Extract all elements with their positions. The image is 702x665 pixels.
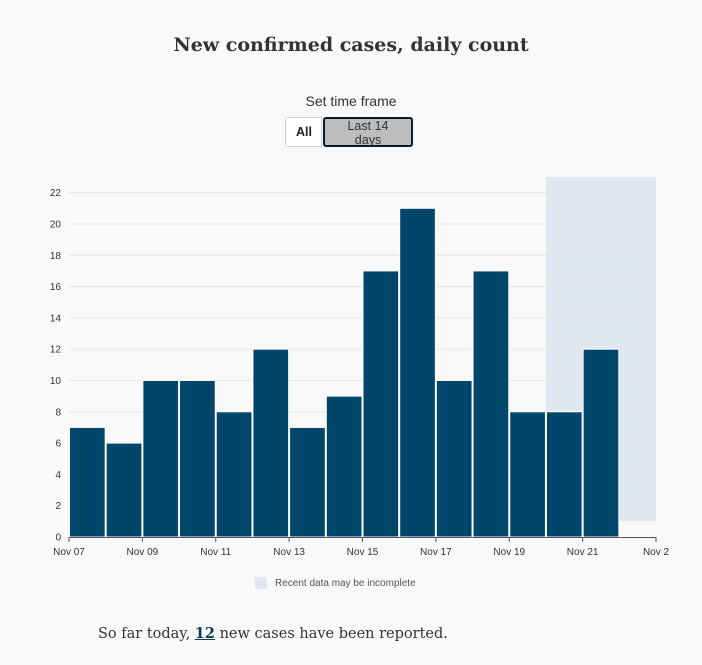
bar [545,411,583,538]
daily-cases-chart: 0 2 4 6 8 10 12 14 16 18 20 22 Nov 07 Nov 09 Nov 11 Nov… [50,177,670,558]
today-summary-suffix: new cases have been reported. [214,626,448,642]
bar [142,379,180,538]
x-tick-label: Nov 21 [567,547,599,558]
legend-label-incomplete: Recent data may be incomplete [275,577,416,589]
y-tick-label: 10 [50,376,62,387]
today-count-link[interactable]: 12 [194,625,215,642]
timeframe-label: Set time frame [305,93,397,109]
y-tick-label: 16 [50,282,62,293]
chart-legend: Recent data may be incomplete [255,577,416,589]
y-tick-label: 8 [55,407,61,418]
today-summary-prefix: So far today, [98,626,195,642]
today-summary: So far today, 12 new cases have been rep… [98,625,448,642]
bar [362,270,400,538]
y-tick-label: 12 [50,345,62,356]
y-tick-label: 0 [55,533,61,544]
timeframe-toggle: All Last 14 days [285,117,413,147]
bar [435,379,473,538]
timeframe-last-14-days-button[interactable]: Last 14 days [323,117,413,147]
y-tick-label: 6 [55,439,61,450]
bar [215,411,253,538]
x-tick-label: Nov 19 [493,547,525,558]
bar [472,270,510,538]
legend-swatch-incomplete [255,577,267,589]
x-tick-label: Nov 2 [643,547,670,558]
x-tick-label: Nov 09 [127,547,159,558]
bar [509,411,546,538]
bar [179,379,216,538]
bar [325,395,363,538]
bar [289,426,326,538]
x-tick-label: Nov 07 [53,547,85,558]
y-tick-label: 4 [55,470,61,481]
y-tick-label: 22 [50,188,62,199]
bar [399,207,436,538]
x-tick-label: Nov 15 [347,547,379,558]
y-tick-label: 18 [50,251,62,262]
timeframe-all-button[interactable]: All [285,117,322,147]
x-tick-label: Nov 11 [200,547,231,558]
x-tick-label: Nov 13 [273,547,305,558]
bar [69,426,106,538]
y-tick-label: 2 [55,501,61,512]
bar [105,442,143,538]
bar [252,348,290,538]
bar [582,348,620,538]
page-title: New confirmed cases, daily count [173,34,529,56]
x-tick-label: Nov 17 [420,547,452,558]
y-tick-label: 14 [50,313,62,324]
y-tick-label: 20 [50,219,62,230]
